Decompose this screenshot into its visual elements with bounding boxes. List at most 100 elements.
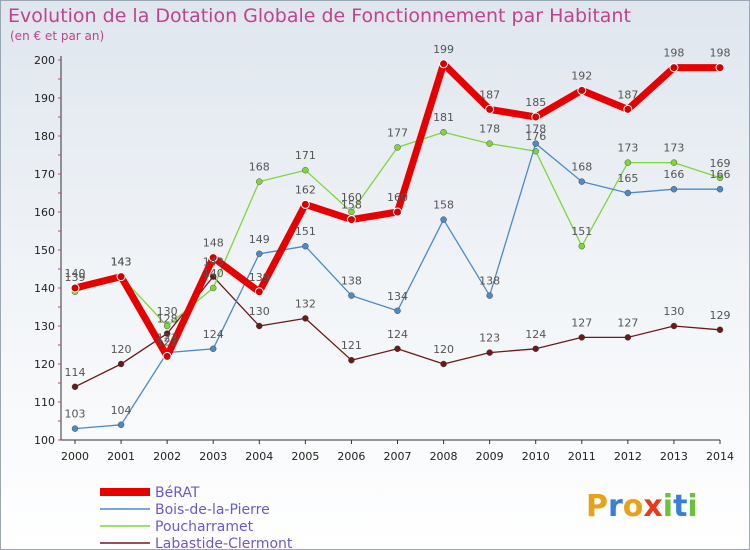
data-label: 139 [65, 271, 86, 284]
y-tick-label: 190 [34, 92, 55, 105]
data-point [716, 326, 724, 333]
y-tick-label: 140 [34, 282, 55, 295]
data-label: 130 [157, 305, 178, 318]
data-label: 120 [111, 343, 132, 356]
data-label: 168 [571, 161, 592, 174]
data-point [624, 334, 632, 341]
data-point [716, 174, 724, 182]
data-label: 173 [617, 142, 638, 155]
chart-subtitle: (en € et par an) [10, 29, 104, 43]
data-label: 143 [203, 256, 224, 269]
data-point [70, 283, 80, 293]
data-point [715, 63, 725, 73]
data-label: 130 [249, 305, 270, 318]
data-label: 149 [249, 233, 270, 246]
proxiti-logo: Proxiti [586, 489, 698, 524]
y-tick-label: 110 [34, 396, 55, 409]
legend-label-3: Labastide-Clermont [155, 536, 293, 550]
data-point [577, 85, 587, 95]
data-label: 199 [433, 43, 454, 56]
data-point [532, 140, 539, 147]
data-label: 128 [157, 313, 178, 326]
x-tick-label: 2004 [245, 450, 273, 463]
data-point [348, 292, 355, 299]
data-label: 124 [525, 328, 546, 341]
axes: 100 110 120 130 140 150 160 170 180 190 200 2000 200… [34, 54, 734, 463]
data-point [302, 315, 309, 322]
data-point [578, 334, 585, 341]
data-label: 166 [710, 168, 731, 181]
legend: BéRATBois-de-la-PierrePoucharrametLabast… [100, 485, 293, 550]
data-label: 178 [479, 123, 500, 136]
data-point [162, 351, 172, 361]
data-point [394, 307, 401, 314]
x-tick-label: 2003 [199, 450, 227, 463]
data-label: 114 [65, 366, 86, 379]
data-label: 168 [249, 161, 270, 174]
x-tick-label: 2013 [660, 450, 688, 463]
x-tick-label: 2002 [153, 450, 181, 463]
data-label: 121 [341, 339, 362, 352]
x-tick-label: 2011 [568, 450, 596, 463]
data-label: 165 [617, 172, 638, 185]
data-point [486, 349, 493, 356]
data-labels: 114 120 128 143 130 132 121 124 120 123 124 127 127 1… [65, 43, 731, 421]
data-label: 132 [295, 297, 316, 310]
data-point [485, 104, 495, 114]
x-tick-label: 2000 [61, 450, 89, 463]
x-tick-label: 2012 [614, 450, 642, 463]
data-label: 160 [387, 191, 408, 204]
data-point [623, 104, 633, 114]
y-tick-label: 100 [34, 434, 55, 447]
data-point [300, 199, 310, 209]
data-label: 127 [617, 316, 638, 329]
data-label: 178 [525, 123, 546, 136]
data-label: 187 [479, 88, 500, 101]
data-label: 122 [157, 335, 178, 348]
data-label: 143 [111, 256, 132, 269]
data-label: 166 [663, 168, 684, 181]
data-label: 177 [387, 126, 408, 139]
data-point [256, 322, 263, 330]
x-tick-label: 2007 [384, 450, 412, 463]
data-point [71, 425, 79, 432]
y-tick-label: 150 [34, 244, 55, 257]
data-label: 140 [65, 267, 86, 280]
data-point [394, 144, 401, 151]
data-point [117, 421, 125, 428]
data-label: 130 [663, 305, 684, 318]
data-label: 198 [710, 47, 731, 60]
data-point [532, 345, 539, 352]
series-line-1 [74, 142, 720, 430]
data-point [624, 189, 632, 197]
data-point [163, 330, 171, 337]
data-point [348, 208, 355, 216]
series-layer [70, 59, 725, 432]
legend-label-0: BéRAT [155, 485, 200, 501]
x-tick-label: 2001 [107, 450, 135, 463]
data-point [210, 273, 217, 280]
data-label: 198 [663, 47, 684, 60]
data-label: 103 [65, 408, 86, 421]
data-label: 176 [525, 130, 546, 143]
data-label: 181 [433, 111, 454, 124]
data-point [302, 242, 309, 250]
data-point [716, 185, 724, 193]
x-tick-label: 2014 [706, 450, 734, 463]
y-tick-label: 170 [34, 168, 55, 181]
data-label: 138 [341, 275, 362, 288]
data-point [486, 292, 493, 299]
data-label: 187 [617, 88, 638, 101]
data-label: 169 [710, 157, 731, 170]
data-point [440, 360, 447, 368]
data-point [624, 159, 632, 166]
y-tick-label: 120 [34, 358, 55, 371]
data-point [116, 272, 126, 282]
data-label: 158 [341, 199, 362, 212]
data-label: 129 [710, 309, 731, 322]
data-point [440, 216, 447, 223]
data-point [208, 253, 218, 263]
data-label: 124 [387, 328, 408, 341]
data-label: 173 [663, 142, 684, 155]
